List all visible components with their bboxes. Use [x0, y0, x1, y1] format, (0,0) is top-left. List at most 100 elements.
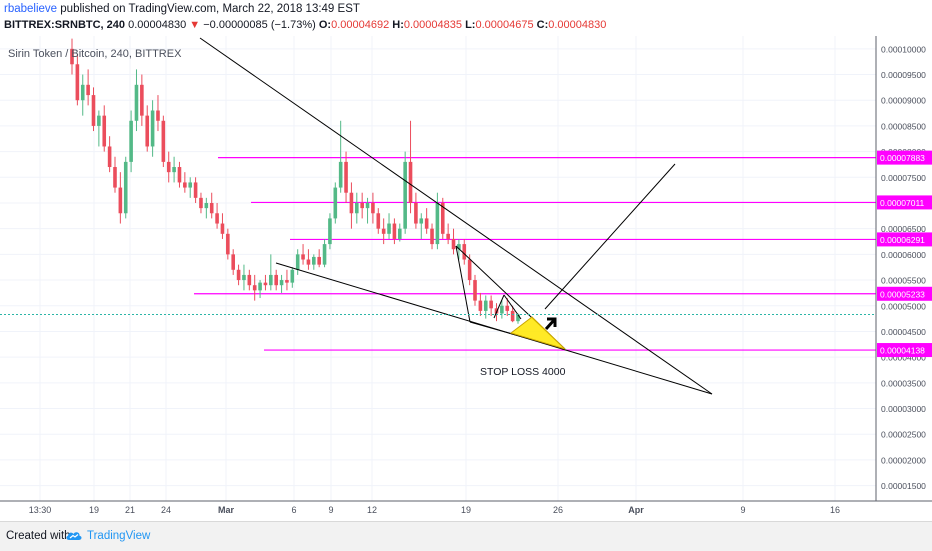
price-tick-label: 0.00006000	[881, 250, 926, 260]
candle-body	[247, 274, 252, 286]
candle	[397, 223, 402, 242]
time-tick-label: Mar	[218, 505, 235, 515]
time-tick-label: 13:30	[29, 505, 52, 515]
candle	[263, 274, 268, 291]
candle-body	[462, 244, 467, 260]
time-tick-label: 24	[161, 505, 171, 515]
candle-body	[344, 161, 348, 193]
candle-body	[177, 167, 182, 183]
time-axis-labels[interactable]: 13:30 19 21 24 Mar 6 9 12 19 26 Apr 9 16	[29, 505, 840, 515]
time-tick-label: Apr	[628, 505, 644, 515]
candle-body	[140, 84, 144, 116]
candle-body	[376, 213, 381, 229]
candle	[317, 249, 321, 268]
candle-body	[349, 192, 354, 214]
candle-body	[354, 202, 359, 214]
time-tick-label: 6	[291, 505, 296, 515]
symbol-interval: BITTREX:SRNBTC, 240	[4, 19, 126, 31]
candle-body	[209, 202, 214, 214]
open-value: 0.00004692	[331, 19, 390, 31]
close-label: C:	[536, 19, 549, 31]
candle-body	[226, 233, 230, 255]
candle	[414, 192, 418, 229]
price-tick-label: 0.00002000	[881, 455, 926, 465]
publish-header: rbabelieve published on TradingView.com,…	[0, 0, 932, 36]
candle-body	[301, 254, 305, 260]
candle	[500, 300, 504, 319]
time-tick-label: 9	[328, 505, 333, 515]
candle	[279, 274, 284, 293]
price-tick-label: 0.00007500	[881, 173, 926, 183]
candle-body	[381, 228, 386, 234]
candle	[86, 69, 90, 106]
candle-body	[489, 300, 493, 309]
change-down-icon: ▼	[189, 19, 201, 31]
candle-body	[333, 187, 338, 219]
candle	[403, 151, 407, 234]
candle-body	[188, 182, 193, 188]
candle	[333, 182, 338, 224]
candle-body	[516, 314, 520, 322]
high-label: H:	[392, 19, 404, 31]
candle-body	[414, 202, 418, 224]
price-tick-label: 0.00004000	[881, 353, 926, 363]
tradingview-brand-link[interactable]: TradingView	[87, 530, 151, 542]
price-tick-label: 0.00003000	[881, 404, 926, 414]
price-chart[interactable]: STOP LOSS 4000 Sirin Token / Bitcoin, 24…	[0, 36, 932, 521]
time-tick-label: 19	[461, 505, 471, 515]
price-axis[interactable]	[876, 36, 932, 501]
candle-body	[70, 48, 74, 65]
price-change: −0.00000085 (−1.73%)	[203, 19, 316, 31]
candle-body	[123, 161, 128, 214]
candle	[193, 177, 198, 203]
candle	[430, 223, 434, 250]
candle-body	[156, 110, 160, 121]
projection-line	[544, 163, 676, 310]
candle	[215, 202, 219, 229]
candle	[338, 120, 343, 193]
candle	[199, 192, 203, 214]
candle-body	[285, 280, 289, 283]
candle	[70, 38, 74, 75]
candle-body	[290, 269, 295, 283]
candle	[107, 136, 112, 173]
candle	[226, 228, 230, 260]
candle	[242, 264, 246, 291]
time-tick-label: 19	[89, 505, 99, 515]
candle	[424, 208, 429, 234]
candle-body	[403, 161, 407, 229]
chart-title: Sirin Token / Bitcoin, 240, BITTREX	[8, 48, 182, 60]
author-link[interactable]: rbabelieve	[4, 3, 58, 15]
level-label-bg	[877, 195, 932, 210]
candle-body	[365, 202, 370, 209]
candle-body	[236, 269, 241, 281]
candle	[150, 100, 155, 157]
created-with-text: Created with	[6, 530, 71, 542]
candle	[295, 249, 300, 275]
candle	[166, 151, 171, 183]
candle	[419, 213, 424, 239]
candle	[462, 238, 467, 265]
candle	[134, 69, 139, 132]
footer-bar: Created with TradingView	[0, 521, 932, 551]
candle	[285, 269, 289, 291]
last-price: 0.00004830	[128, 19, 187, 31]
breakout-arrow-icon	[544, 317, 557, 331]
candle	[188, 177, 193, 198]
level-label-bg	[877, 343, 932, 358]
published-text: published on TradingView.com, March 22, …	[60, 3, 360, 15]
candle	[505, 298, 510, 317]
candle	[91, 87, 96, 132]
price-tick-label: 0.00006500	[881, 224, 926, 234]
trendlines	[199, 37, 713, 395]
wedge-back-line	[455, 245, 471, 323]
candle-body	[97, 115, 101, 126]
stop-loss-annotation: STOP LOSS 4000	[480, 366, 566, 378]
candle	[365, 197, 370, 224]
candle-body	[328, 218, 332, 245]
candle-body	[424, 218, 429, 229]
candle	[220, 213, 225, 239]
candle	[451, 228, 456, 255]
level-label: 0.00005233	[880, 289, 925, 299]
candle	[354, 192, 359, 224]
